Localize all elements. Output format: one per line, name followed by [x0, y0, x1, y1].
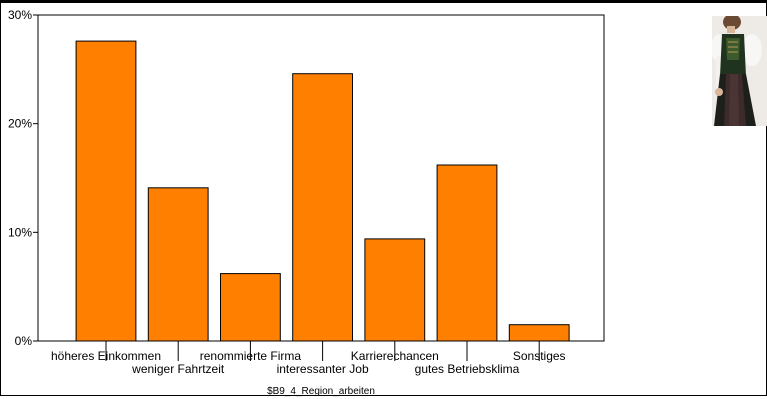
x-axis-label: $B9_4_Region_arbeiten	[267, 386, 375, 397]
y-tick-label: 30%	[8, 8, 32, 22]
y-tick-label: 20%	[8, 117, 32, 131]
bar	[436, 164, 498, 342]
category-label: Karrierechancen	[351, 349, 439, 363]
category-label: Sonstiges	[513, 349, 566, 363]
y-tick-label: 0%	[15, 334, 33, 348]
category-label: weniger Fahrtzeit	[131, 362, 225, 376]
category-label: gutes Betriebsklima	[415, 362, 520, 376]
category-label: höheres Einkommen	[51, 349, 161, 363]
bar	[364, 238, 426, 342]
bar	[147, 187, 209, 342]
plot-area	[37, 14, 605, 342]
bar	[220, 273, 281, 342]
woman-in-dirndl-photo	[712, 16, 767, 126]
category-label: renommierte Firma	[200, 349, 302, 363]
bar	[508, 324, 570, 342]
category-label: interessanter Job	[277, 362, 369, 376]
bar	[292, 73, 354, 342]
bars	[75, 40, 570, 342]
y-tick-label: 10%	[8, 225, 32, 239]
y-axis: 0% 10% 20% 30%	[8, 8, 38, 348]
bar	[75, 40, 137, 342]
